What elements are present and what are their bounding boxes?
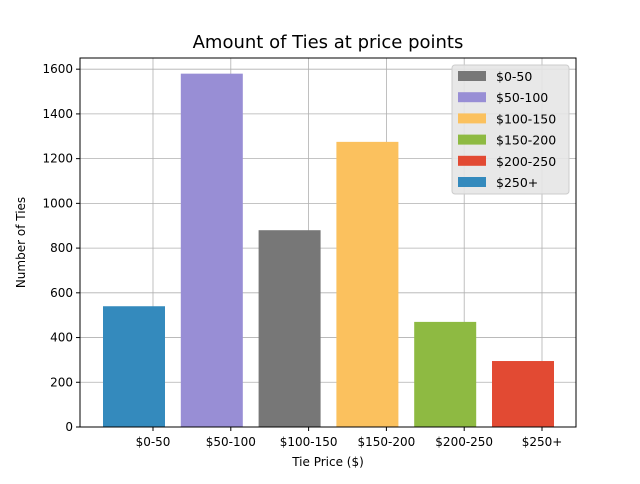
y-tick-label: 1000 [42,196,73,210]
x-axis-label: Tie Price ($) [291,455,364,469]
legend-swatch [458,113,486,124]
x-tick-label: $250+ [522,435,563,449]
legend-swatch [458,71,486,81]
y-tick-label: 600 [50,286,73,300]
legend: $0-50 $50-100 $100-150 $150-200 $200-250 $250… [451,64,570,195]
y-tick-label: 1200 [42,152,73,166]
y-axis-label: Number of Ties [14,197,28,288]
y-tick-label: 1600 [42,62,73,76]
x-tick-label: $200-250 [435,435,493,449]
legend-label: $250+ [496,175,538,190]
x-tick-label: $50-100 [206,435,256,449]
legend-label: $0-50 [496,69,532,84]
y-tick-label: 800 [50,241,73,255]
legend-swatch [458,92,486,103]
bar [336,141,399,427]
bar [258,230,321,427]
y-tick-label: 200 [50,375,73,389]
bar [414,321,477,427]
bar [103,306,165,427]
legend-label: $200-250 [496,154,556,169]
x-tick-label: $0-50 [136,435,171,449]
x-tick-label: $100-150 [280,435,338,449]
legend-label: $100-150 [496,111,556,126]
x-tick-label: $150-200 [358,435,416,449]
legend-swatch [458,155,486,166]
legend-swatch [458,177,486,187]
y-tick-label: 400 [50,331,73,345]
y-tick-label: 0 [65,420,73,434]
legend-label: $50-100 [496,90,548,105]
y-tick-label: 1400 [42,107,73,121]
bar [180,73,243,428]
bar [492,361,554,427]
bar-layer [103,73,554,428]
tick-layer: 0 200 400 600 800 1000 1200 1400 1600 $0-50 $50-10… [42,62,562,449]
legend-label: $150-200 [496,133,556,148]
legend-swatch [458,134,486,145]
chart-title: Amount of Ties at price points [193,32,464,53]
axes-frame [79,57,577,428]
